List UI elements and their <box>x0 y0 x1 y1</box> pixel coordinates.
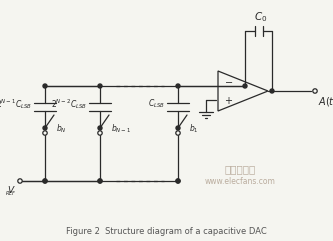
Circle shape <box>270 89 274 93</box>
Text: $-$: $-$ <box>224 76 233 86</box>
Text: $b_{N-1}$: $b_{N-1}$ <box>111 123 131 135</box>
Circle shape <box>176 179 180 183</box>
Circle shape <box>43 131 47 135</box>
Circle shape <box>98 84 102 88</box>
Text: 电子发烧友: 电子发烧友 <box>224 164 256 174</box>
Circle shape <box>176 179 180 183</box>
Circle shape <box>18 179 22 183</box>
Text: $C_0$: $C_0$ <box>254 10 267 24</box>
Text: $b_1$: $b_1$ <box>189 123 199 135</box>
Text: $2^{N-2}C_{LSB}$: $2^{N-2}C_{LSB}$ <box>51 97 87 111</box>
Circle shape <box>98 179 102 183</box>
Circle shape <box>313 89 317 93</box>
Circle shape <box>176 126 180 130</box>
Circle shape <box>243 84 247 88</box>
Text: $_{REF}$: $_{REF}$ <box>5 190 16 199</box>
Text: $A(t)$: $A(t)$ <box>318 95 333 108</box>
Circle shape <box>43 84 47 88</box>
Circle shape <box>98 126 102 130</box>
Circle shape <box>43 179 47 183</box>
Circle shape <box>176 131 180 135</box>
Circle shape <box>176 84 180 88</box>
Text: $C_{LSB}$: $C_{LSB}$ <box>148 98 165 110</box>
Circle shape <box>98 131 102 135</box>
Circle shape <box>43 179 47 183</box>
Circle shape <box>98 179 102 183</box>
Text: www.elecfans.com: www.elecfans.com <box>204 176 275 186</box>
Circle shape <box>43 126 47 130</box>
Text: Figure 2  Structure diagram of a capacitive DAC: Figure 2 Structure diagram of a capaciti… <box>66 227 266 235</box>
Text: $+$: $+$ <box>224 95 233 106</box>
Text: $V$: $V$ <box>7 184 16 195</box>
Text: $b_N$: $b_N$ <box>56 123 67 135</box>
Text: $2^{N-1}C_{LSB}$: $2^{N-1}C_{LSB}$ <box>0 97 32 111</box>
